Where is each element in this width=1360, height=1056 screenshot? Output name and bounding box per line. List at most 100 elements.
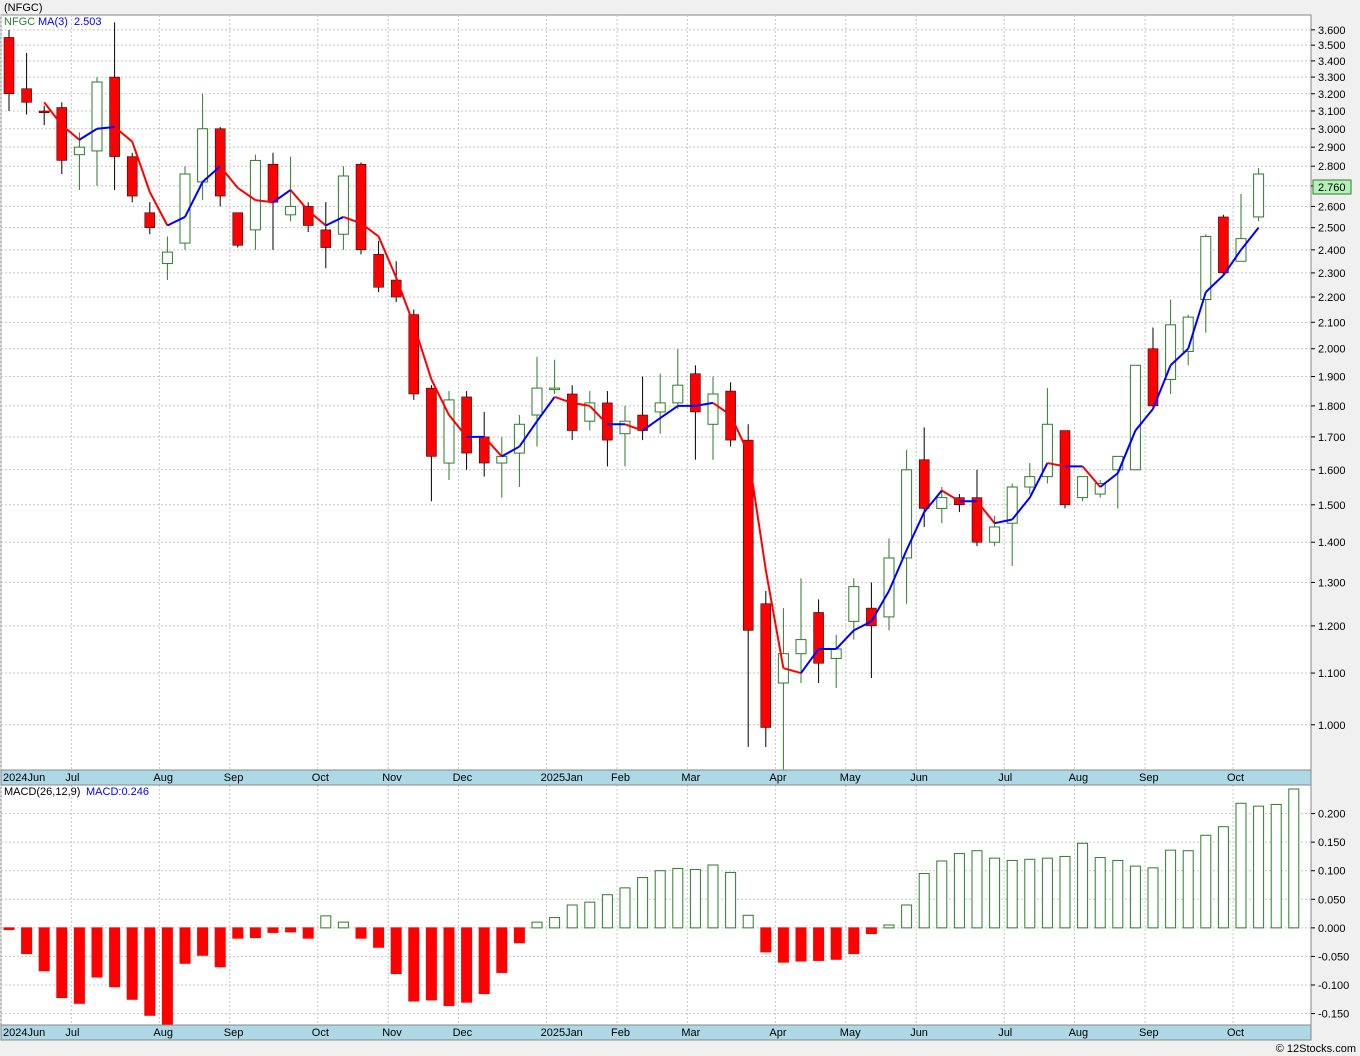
- ma-segment: [1081, 465, 1101, 488]
- candle-up: [1129, 364, 1141, 471]
- ma-segment: [853, 620, 872, 632]
- macd-bar-positive: [1059, 855, 1071, 929]
- macd-bar-negative: [760, 927, 772, 953]
- candle-down: [3, 37, 15, 95]
- macd-bar-negative: [355, 927, 367, 939]
- last-price-label: 2.760: [1318, 182, 1346, 194]
- month-label: Apr: [769, 772, 786, 784]
- month-label: Sep: [224, 1027, 244, 1039]
- macd-gridlines: [0, 785, 1311, 1025]
- ma-segment: [219, 165, 239, 189]
- ma-segment: [1134, 408, 1154, 432]
- candle-up: [91, 81, 103, 152]
- candle-up: [795, 639, 807, 655]
- candle-down: [971, 497, 983, 543]
- ma-segment: [448, 414, 468, 438]
- ma-segment: [237, 187, 256, 202]
- macd-bar-negative: [408, 927, 420, 1002]
- candle-up: [549, 387, 561, 391]
- month-label: Aug: [1069, 1027, 1089, 1039]
- ma-segment: [78, 127, 98, 141]
- ma-segment: [1116, 430, 1137, 474]
- macd-tick-label: 0.150: [1318, 837, 1346, 849]
- macd-bar-negative: [3, 927, 15, 931]
- macd-bar-negative: [197, 927, 209, 956]
- candle-down: [126, 156, 138, 197]
- macd-bar-negative: [161, 927, 173, 1027]
- month-label: Apr: [769, 1027, 786, 1039]
- candle-down: [373, 254, 384, 288]
- ma-segment: [307, 209, 327, 227]
- candle-up: [936, 497, 948, 509]
- macd-bar-negative: [91, 927, 103, 978]
- month-label: Dec: [453, 772, 473, 784]
- candle-up: [197, 128, 209, 183]
- macd-bar-positive: [320, 915, 332, 929]
- ma-segment: [1011, 496, 1031, 521]
- month-label: Jul: [65, 1027, 79, 1039]
- month-label: Oct: [312, 772, 329, 784]
- candle-down: [866, 607, 877, 627]
- macd-bar-positive: [1165, 849, 1177, 929]
- ma-segment: [1169, 348, 1189, 366]
- legend-ma-value: 2.503: [74, 16, 102, 28]
- candle-down: [637, 414, 648, 431]
- price-tick-label: 3.200: [1318, 89, 1346, 101]
- candle-up: [619, 420, 631, 435]
- copyright: © 12Stocks.com: [1276, 1043, 1356, 1055]
- month-label: Dec: [453, 1027, 473, 1039]
- ma-segment: [325, 216, 344, 227]
- macd-bar-positive: [654, 870, 666, 929]
- ma-segment: [166, 216, 186, 227]
- candle-down: [918, 459, 930, 509]
- macd-bar-positive: [1077, 842, 1089, 929]
- candle-down: [109, 76, 120, 157]
- macd-bar-positive: [1288, 788, 1300, 929]
- macd-bar-positive: [1006, 859, 1018, 929]
- ma-segment: [923, 489, 943, 513]
- macd-bar-negative: [496, 927, 508, 973]
- candle-up: [1041, 423, 1053, 478]
- macd-axis: -0.150 -0.100 -0.050 0.000 0.050 0.100 0.150 0.…: [1311, 809, 1349, 1021]
- legend-macd-params: MACD(26,12,9): [4, 786, 80, 798]
- price-tick-label: 3.100: [1318, 106, 1346, 118]
- price-date-band: [0, 769, 1312, 786]
- macd-bar-positive: [953, 853, 965, 929]
- candle-down: [813, 612, 824, 664]
- price-panel: [0, 14, 1312, 771]
- month-label: May: [840, 1027, 861, 1039]
- date-axis-top: 2024Jun Jul Aug Sep Oct Nov Dec 2025Jan Feb Mar Ap…: [3, 772, 1244, 784]
- candle-up: [531, 387, 543, 416]
- ma-segment: [377, 236, 398, 279]
- candle-up: [672, 384, 684, 404]
- month-label: Sep: [1139, 772, 1159, 784]
- ma-segment: [131, 141, 151, 193]
- month-label: Mar: [681, 772, 700, 784]
- ma-segment: [1205, 274, 1225, 293]
- macd-bar-positive: [601, 894, 613, 929]
- price-tick-label: 1.700: [1318, 432, 1346, 444]
- candle-up: [1006, 486, 1018, 524]
- candle-up: [1165, 324, 1177, 380]
- macd-bar-positive: [1094, 857, 1106, 929]
- macd-bar-positive: [1182, 850, 1194, 929]
- macd-tick-label: -0.050: [1318, 951, 1349, 963]
- macd-bar-negative: [425, 927, 437, 1001]
- ma-segment: [783, 667, 802, 675]
- ma-segment: [554, 395, 573, 404]
- candle-down: [1147, 348, 1159, 407]
- ma-segment: [835, 629, 855, 650]
- price-tick-label: 3.000: [1318, 124, 1346, 136]
- macd-bar-positive: [549, 917, 561, 929]
- ma-segment: [184, 181, 204, 218]
- candle-up: [1077, 476, 1089, 499]
- ma-segment: [343, 215, 362, 225]
- price-tick-label: 2.200: [1318, 292, 1346, 304]
- ma-segment: [888, 549, 908, 592]
- candle-down: [1059, 430, 1071, 506]
- macd-bar-negative: [232, 927, 244, 939]
- ma-segment: [624, 423, 643, 432]
- macd-bar-positive: [337, 921, 349, 929]
- macd-bar-negative: [513, 927, 525, 944]
- ma-segment: [994, 518, 1013, 525]
